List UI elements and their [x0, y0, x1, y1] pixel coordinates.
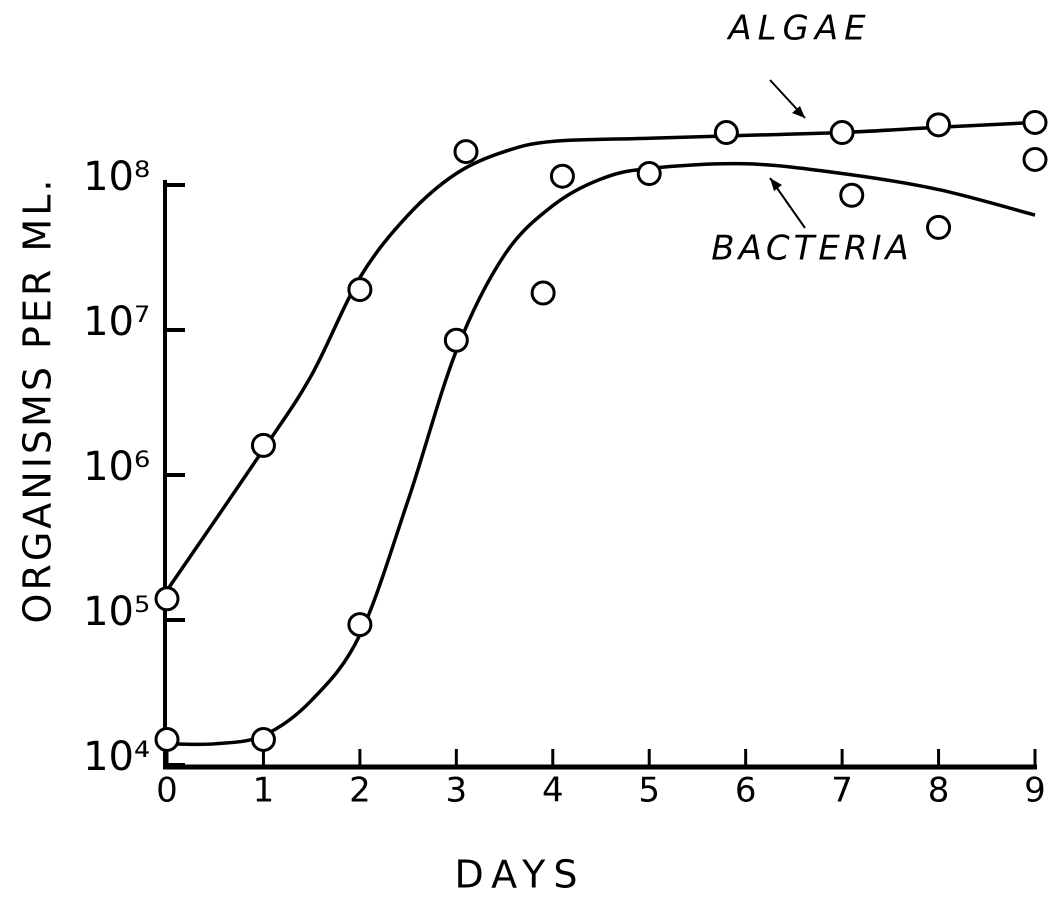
fit-curve	[166, 161, 1036, 747]
y-tick-label: 10⁴	[83, 734, 150, 780]
y-tick-label: 10⁵	[83, 589, 150, 635]
y-tick-label: 10⁷	[83, 299, 150, 345]
data-point	[250, 432, 276, 458]
x-tick-label: 1	[253, 771, 275, 811]
data-point	[1022, 109, 1048, 135]
x-tick-label: 4	[542, 771, 564, 811]
data-point	[549, 163, 575, 189]
x-tick-label: 9	[1024, 771, 1046, 811]
arrow-head	[770, 178, 782, 191]
series-label: BACTERIA	[711, 229, 913, 269]
data-point	[154, 726, 180, 752]
data-point	[829, 120, 855, 146]
x-axis-title: DAYS	[455, 853, 586, 897]
y-tick-label: 10⁶	[83, 444, 150, 490]
data-point	[636, 161, 662, 187]
data-point	[926, 112, 952, 138]
data-point	[713, 120, 739, 146]
data-point	[443, 327, 469, 353]
x-tick-label: 7	[831, 771, 853, 811]
fit-curve	[165, 120, 1036, 592]
data-point	[154, 586, 180, 612]
data-point	[250, 726, 276, 752]
data-point	[530, 280, 556, 306]
x-tick-label: 2	[349, 771, 371, 811]
data-point	[347, 277, 373, 303]
y-axis-title: ORGANISMS PER ML.	[16, 177, 60, 624]
data-point	[347, 612, 373, 638]
x-tick-label: 6	[735, 771, 757, 811]
data-point	[453, 139, 479, 165]
x-tick-label: 5	[638, 771, 660, 811]
series-label: ALGAE	[726, 9, 871, 49]
y-tick-label: 10⁸	[83, 154, 150, 200]
arrow-head	[792, 106, 805, 118]
x-tick-label: 3	[446, 771, 468, 811]
x-tick-label: 0	[156, 771, 178, 811]
data-point	[839, 182, 865, 208]
data-point	[926, 214, 952, 240]
data-point	[1022, 146, 1048, 172]
x-tick-label: 8	[928, 771, 950, 811]
